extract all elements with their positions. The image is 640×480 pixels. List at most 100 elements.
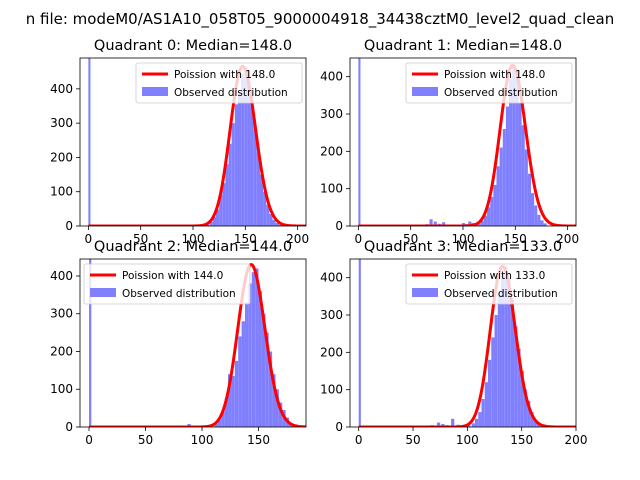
histogram-bar: [222, 183, 226, 226]
legend-line-label: Poission with 148.0: [174, 69, 275, 81]
histogram-bar: [228, 374, 232, 427]
histogram-bar: [487, 207, 491, 226]
zero-spike-bar: [358, 259, 361, 427]
histogram-bar: [241, 73, 245, 226]
histogram-bar: [251, 272, 256, 427]
legend-line-label: Poission with 144.0: [122, 270, 223, 282]
legend-line-label: Poission with 133.0: [444, 270, 545, 282]
histogram-bar: [468, 221, 472, 226]
histogram-bar: [471, 423, 475, 427]
y-tick-label: 100: [50, 382, 73, 396]
histogram-bar: [543, 223, 547, 226]
histogram-bar: [244, 302, 249, 427]
histogram-bar: [502, 128, 506, 226]
histogram-bar: [228, 143, 232, 226]
y-tick-label: 100: [320, 383, 343, 397]
legend-hist-label: Observed distribution: [444, 87, 558, 99]
histogram-bar: [527, 400, 531, 427]
y-tick-label: 300: [320, 107, 343, 121]
histogram-bar: [250, 106, 254, 226]
histogram-bar: [530, 412, 534, 427]
histogram-bar: [493, 184, 497, 226]
histogram-bar: [248, 283, 252, 427]
histogram-bar: [269, 214, 273, 226]
poisson-curve: [357, 264, 576, 427]
histogram-bar: [266, 204, 270, 226]
x-tick-label: 100: [182, 232, 205, 246]
x-tick-label: 50: [138, 433, 153, 447]
legend-hist-swatch: [412, 87, 438, 96]
histogram-bar: [505, 106, 510, 226]
histogram-bar: [512, 67, 516, 226]
histogram-bar: [261, 313, 266, 427]
histogram-bar: [268, 351, 273, 427]
x-tick-label: 100: [191, 433, 214, 447]
histogram-bar: [221, 411, 225, 427]
histogram-bar: [536, 424, 541, 427]
y-tick-label: 200: [50, 344, 73, 358]
histogram-bar: [255, 268, 259, 427]
y-tick-label: 200: [320, 345, 343, 359]
histogram-bar: [501, 273, 505, 427]
subplot-title: Quadrant 1: Median=148.0: [364, 38, 562, 54]
histogram-bar: [527, 173, 532, 226]
histogram-bar: [451, 418, 455, 427]
histogram-bar: [504, 266, 508, 427]
histogram-bar: [219, 195, 223, 226]
x-tick-label: 100: [452, 232, 475, 246]
histogram-bar: [212, 217, 217, 226]
histogram-bar: [275, 222, 279, 226]
histogram-bar: [507, 277, 511, 427]
histogram-bar: [537, 214, 541, 226]
x-tick-label: 200: [565, 433, 588, 447]
subplot-title: Quadrant 2: Median=144.0: [94, 239, 292, 255]
x-tick-label: 0: [85, 232, 93, 246]
y-tick-label: 400: [320, 271, 343, 285]
histogram-bar: [234, 104, 238, 226]
y-tick-label: 300: [50, 307, 73, 321]
histogram-bar: [531, 193, 535, 226]
x-tick-label: 150: [510, 433, 533, 447]
y-tick-label: 200: [50, 150, 73, 164]
histogram-bar: [272, 374, 276, 427]
x-tick-label: 0: [355, 232, 363, 246]
histogram-bar: [540, 220, 544, 226]
x-tick-label: 0: [355, 433, 363, 447]
legend-box: [83, 263, 251, 305]
histogram-bar: [483, 215, 488, 226]
legend-hist-swatch: [412, 288, 438, 297]
y-tick-label: 300: [50, 116, 73, 130]
subplot-quadrant-0: 0 50 100 150 200 0 100 200 300 400 Quadrant 0: Med…: [50, 38, 309, 246]
histogram-bar: [214, 423, 218, 427]
subplot-quadrant-1: 0 50 100 150 200 0 100 200 300 400 Quadrant 1: Med…: [320, 38, 579, 246]
y-tick-label: 200: [320, 144, 343, 158]
axes-frame: [79, 258, 307, 428]
legend: Poission with 133.0 Observed distribution: [405, 263, 573, 305]
y-tick-label: 400: [50, 82, 73, 96]
histogram-bar: [499, 147, 503, 226]
histogram-bar: [520, 371, 524, 427]
subplot-title: Quadrant 0: Median=148.0: [94, 38, 292, 54]
histogram-bar: [187, 423, 191, 427]
histogram-bar: [478, 412, 482, 427]
histogram-bar: [278, 224, 282, 226]
histogram-bar: [436, 422, 441, 427]
histogram-bar: [496, 166, 500, 226]
histogram-bar: [491, 337, 495, 427]
histogram-bar: [534, 205, 538, 226]
histogram-bar: [258, 291, 262, 427]
y-tick-label: 100: [320, 182, 343, 196]
zero-spike-bar: [358, 58, 361, 226]
histogram-bar: [523, 389, 528, 427]
legend-hist-label: Observed distribution: [444, 288, 558, 300]
y-tick-label: 0: [65, 219, 73, 233]
histogram-bar: [518, 102, 522, 226]
histogram-bar: [234, 360, 239, 427]
legend-hist-swatch: [90, 288, 116, 297]
histogram-bar: [494, 315, 498, 427]
histogram-bar: [259, 174, 264, 226]
histogram-bar: [275, 389, 279, 427]
legend-box: [405, 62, 573, 104]
histogram-bar: [509, 78, 513, 226]
